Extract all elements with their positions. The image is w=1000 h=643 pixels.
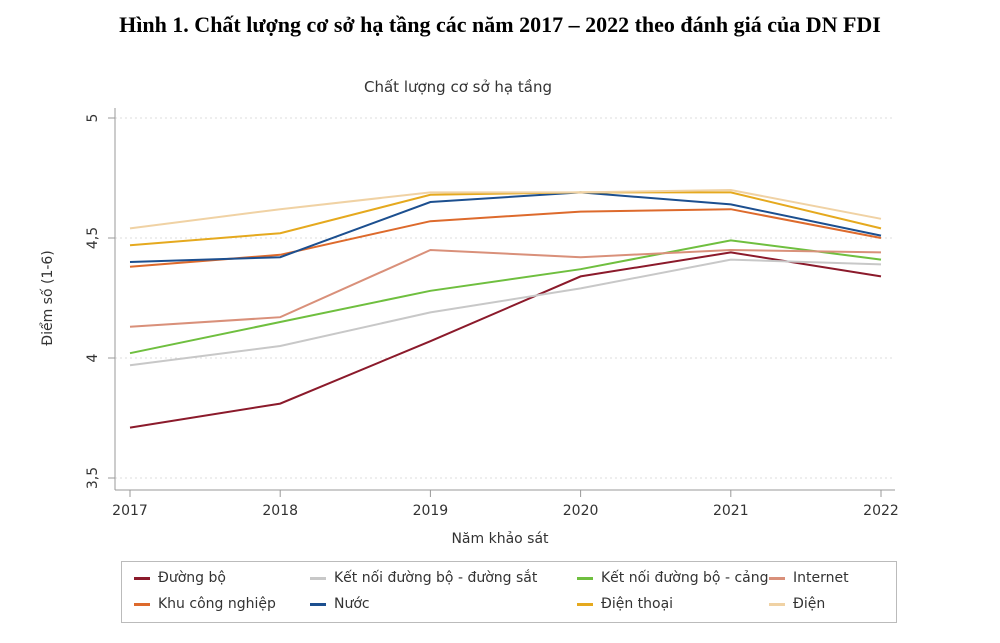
legend-label: Kết nối đường bộ - đường sắt (334, 570, 538, 586)
legend-item: Kết nối đường bộ - cảng (577, 570, 769, 586)
legend-item: Khu công nghiệp (134, 596, 276, 612)
x-axis-label: Năm khảo sát (451, 531, 549, 547)
legend-item: Đường bộ (134, 570, 226, 586)
legend-item: Kết nối đường bộ - đường sắt (310, 570, 537, 586)
legend-item: Điện thoại (577, 596, 673, 612)
legend-swatch (310, 576, 326, 580)
y-tick-label: 3,5 (85, 467, 101, 489)
series-line-7 (129, 188, 882, 230)
legend-label: Nước (334, 596, 370, 612)
x-tick-label: 2020 (563, 503, 599, 519)
legend-swatch (310, 602, 326, 606)
x-tick-label: 2022 (863, 503, 899, 519)
legend-item: Internet (769, 570, 849, 586)
legend-label: Khu công nghiệp (158, 596, 276, 612)
legend-swatch (134, 576, 150, 580)
series-line-5 (129, 191, 882, 263)
series-line-6 (129, 191, 882, 247)
y-tick-label: 5 (85, 114, 101, 123)
y-tick-label: 4 (85, 353, 101, 362)
legend-label: Điện thoại (601, 596, 674, 612)
legend-item: Nước (310, 596, 370, 612)
line-chart: Chất lượng cơ sở hạ tầng Năm khảo sát Đi… (39, 78, 899, 547)
legend-swatch (577, 602, 593, 606)
legend: Đường bộ Kết nối đường bộ - đường sắt Kết … (121, 561, 897, 623)
legend-label: Đường bộ (158, 570, 226, 586)
chart-title: Chất lượng cơ sở hạ tầng (364, 78, 552, 96)
x-tick-label: 2019 (413, 503, 449, 519)
series-line-3 (129, 248, 882, 328)
legend-swatch (577, 576, 593, 580)
x-tick-label: 2017 (112, 503, 148, 519)
legend-swatch (769, 576, 785, 580)
legend-item: Điện (769, 596, 825, 612)
legend-swatch (134, 602, 150, 606)
y-axis-label: Điểm số (1-6) (39, 250, 56, 346)
series-line-0 (129, 251, 882, 429)
series-line-2 (129, 239, 882, 355)
legend-label: Điện (793, 596, 826, 612)
series-line-4 (129, 208, 882, 268)
figure-title: Hình 1. Chất lượng cơ sở hạ tầng các năm… (119, 12, 881, 37)
legend-label: Kết nối đường bộ - cảng (601, 570, 769, 586)
legend-label: Internet (793, 570, 849, 586)
x-tick-label: 2021 (713, 503, 749, 519)
series-line-1 (129, 258, 882, 367)
x-tick-label: 2018 (262, 503, 298, 519)
legend-swatch (769, 602, 785, 606)
y-tick-label: 4,5 (85, 227, 101, 249)
